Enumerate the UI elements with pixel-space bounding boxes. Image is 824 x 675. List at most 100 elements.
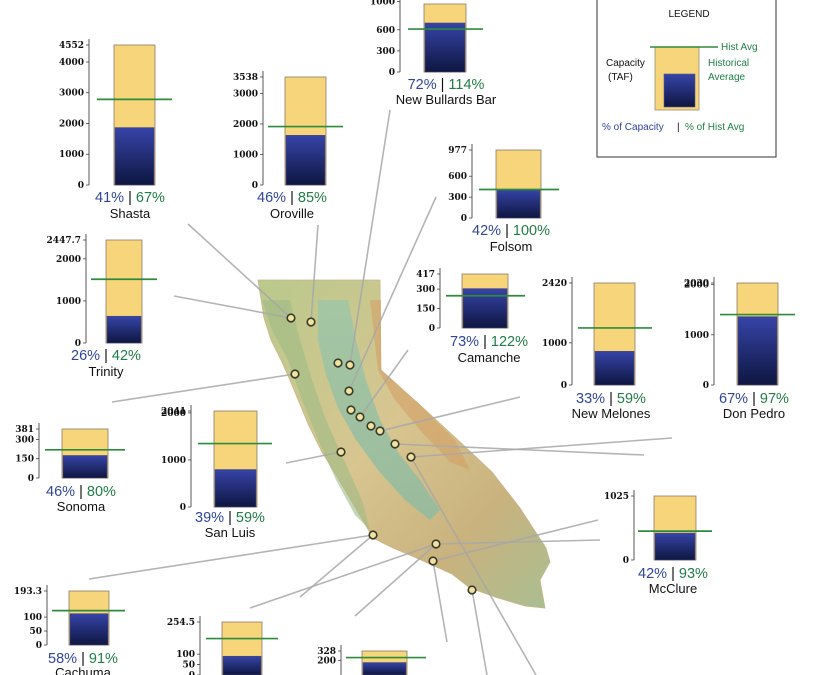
pct-label: 58% | 91% bbox=[48, 651, 118, 667]
y-tick-label: 4552 bbox=[59, 41, 84, 51]
pct-separator: | bbox=[100, 348, 112, 364]
y-tick-label: 254.5 bbox=[167, 618, 195, 628]
pct-label: 46% | 85% bbox=[257, 190, 327, 206]
leader-line bbox=[359, 349, 409, 418]
reservoir-name: Shasta bbox=[110, 206, 151, 221]
legend-capacity-unit: (TAF) bbox=[608, 72, 633, 83]
y-tick-label: 193.3 bbox=[14, 587, 42, 597]
central-valley bbox=[318, 300, 440, 520]
reservoir-name: Trinity bbox=[89, 364, 124, 379]
pct-label: 33% | 59% bbox=[576, 391, 646, 407]
legend-pct-capacity-label: % of Capacity bbox=[602, 122, 664, 133]
y-tick-label: 2000 bbox=[684, 281, 709, 291]
reservoir-marker bbox=[428, 556, 438, 566]
storage-bar bbox=[496, 189, 541, 219]
pct-hist-avg: 67% bbox=[136, 190, 165, 206]
pct-label: 67% | 97% bbox=[719, 391, 789, 407]
pct-separator: | bbox=[667, 566, 679, 582]
y-tick-label: 0 bbox=[36, 641, 42, 651]
pct-label: 72% | 114% bbox=[408, 77, 485, 93]
reservoir-marker bbox=[431, 539, 441, 549]
y-tick-label: 1000 bbox=[59, 150, 84, 160]
y-tick-label: 2447.7 bbox=[47, 236, 81, 246]
y-tick-label: 100 bbox=[176, 650, 195, 660]
y-tick-label: 0 bbox=[623, 556, 629, 566]
reservoir-chart: 1025 0 42% | 93%McClure bbox=[604, 490, 712, 596]
reservoir-chart: 2447.7 2000 1000 026% | 42%Trinity bbox=[47, 234, 157, 379]
reservoir-marker bbox=[336, 447, 346, 457]
pct-capacity: 39% bbox=[195, 510, 224, 526]
y-tick-label: 3538 bbox=[233, 73, 258, 83]
reservoir-marker bbox=[366, 421, 376, 431]
reservoir-marker bbox=[390, 439, 400, 449]
pct-separator: | bbox=[501, 223, 513, 239]
pct-label: 39% | 59% bbox=[195, 510, 265, 526]
pct-hist-avg: 42% bbox=[112, 348, 141, 364]
leader-line bbox=[173, 295, 292, 319]
reservoir-marker bbox=[368, 530, 378, 540]
reservoir-marker bbox=[406, 452, 416, 462]
y-tick-label: 381 bbox=[15, 425, 34, 435]
y-tick-label: 300 bbox=[376, 47, 395, 57]
reservoir-name: New Melones bbox=[572, 406, 651, 421]
storage-bar bbox=[362, 662, 407, 675]
pct-separator: | bbox=[479, 334, 491, 350]
pct-capacity: 46% bbox=[257, 190, 286, 206]
storage-bar bbox=[214, 469, 257, 508]
leader-line bbox=[432, 519, 599, 562]
reservoir-marker bbox=[375, 426, 385, 436]
storage-bar bbox=[462, 288, 508, 329]
reservoir-marker bbox=[346, 405, 356, 415]
y-tick-label: 600 bbox=[448, 172, 467, 182]
pct-capacity: 58% bbox=[48, 651, 77, 667]
reservoir-markers bbox=[286, 313, 477, 595]
reservoir-marker bbox=[355, 412, 365, 422]
pct-hist-avg: 122% bbox=[491, 334, 528, 350]
legend-title: LEGEND bbox=[668, 9, 709, 20]
leader-line bbox=[394, 443, 645, 456]
y-tick-label: 0 bbox=[252, 181, 258, 191]
leader-line bbox=[285, 451, 342, 464]
pct-hist-avg: 59% bbox=[617, 391, 646, 407]
reservoir-name: Cachuma bbox=[55, 665, 111, 675]
reservoir-name: Sonoma bbox=[57, 499, 106, 514]
y-tick-label: 328 bbox=[317, 647, 336, 657]
pct-hist-avg: 80% bbox=[87, 484, 116, 500]
leader-line bbox=[187, 223, 292, 319]
y-tick-label: 2000 bbox=[56, 255, 81, 265]
y-tick-label: 0 bbox=[389, 68, 395, 78]
pct-label: 42% | 93% bbox=[638, 566, 708, 582]
reservoir-marker bbox=[467, 585, 477, 595]
legend-hist-avg-label: Hist Avg bbox=[721, 42, 758, 53]
leader-line bbox=[354, 543, 437, 617]
storage-bar bbox=[222, 655, 262, 675]
storage-bar bbox=[737, 316, 778, 386]
leader-line bbox=[349, 109, 391, 366]
reservoir-chart: 4552 4000 3000 2000 1000 0 41% | 67%Shasta bbox=[59, 39, 172, 221]
y-tick-label: 2420 bbox=[542, 279, 567, 289]
pct-separator: | bbox=[286, 190, 298, 206]
legend-separator: | bbox=[677, 122, 680, 133]
coastal-range bbox=[262, 300, 370, 530]
reservoir-chart: 2420 1000 0 33% | 59%New Melones bbox=[542, 277, 652, 421]
reservoir-marker bbox=[290, 369, 300, 379]
reservoir-marker bbox=[333, 358, 343, 368]
y-tick-label: 50 bbox=[182, 661, 195, 671]
y-tick-label: 1000 bbox=[370, 0, 395, 8]
storage-bar bbox=[285, 135, 326, 186]
y-tick-label: 0 bbox=[180, 503, 186, 513]
y-tick-label: 3000 bbox=[59, 89, 84, 99]
leader-line bbox=[249, 543, 437, 609]
y-tick-label: 150 bbox=[15, 455, 34, 465]
y-tick-label: 1000 bbox=[233, 150, 258, 160]
y-tick-label: 0 bbox=[189, 671, 195, 675]
y-tick-label: 0 bbox=[78, 181, 84, 191]
reservoir-name: Camanche bbox=[458, 350, 521, 365]
y-tick-label: 0 bbox=[461, 214, 467, 224]
storage-bar bbox=[594, 351, 635, 386]
pct-hist-avg: 114% bbox=[448, 77, 484, 93]
